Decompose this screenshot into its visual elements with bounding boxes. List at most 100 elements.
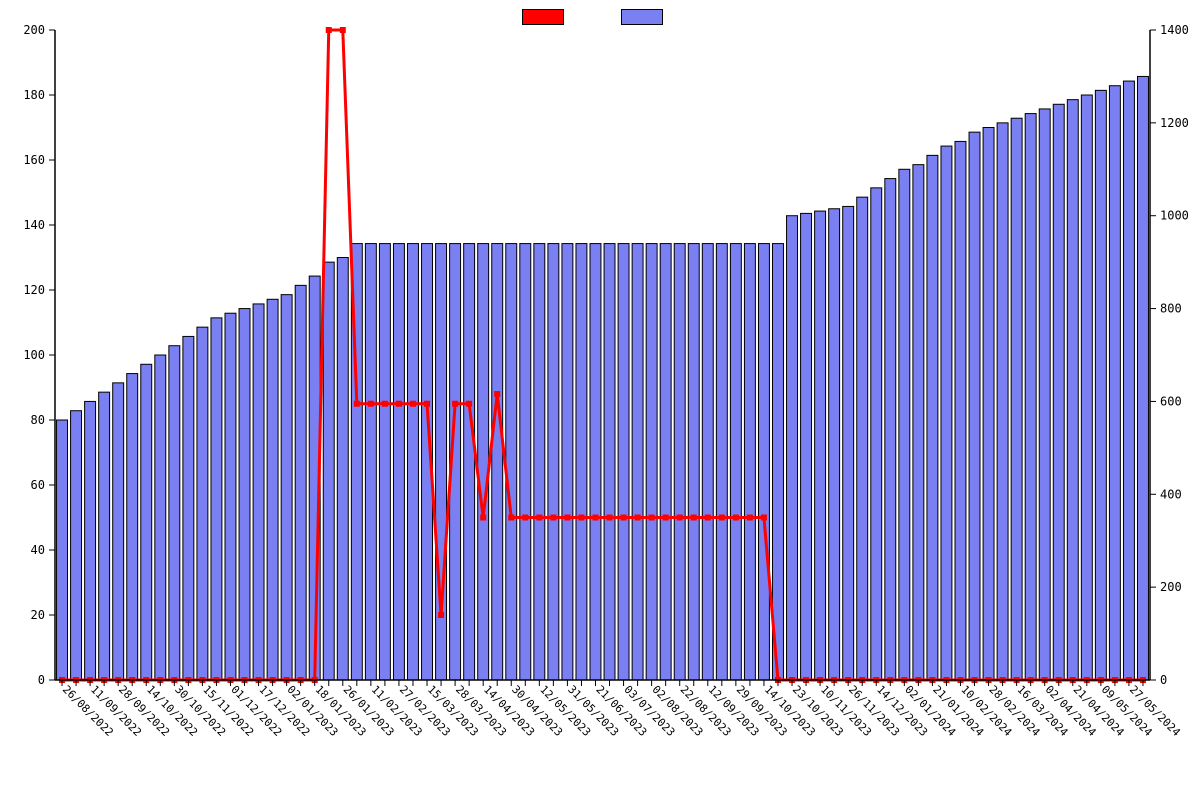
bar <box>618 244 629 680</box>
bar <box>197 327 208 680</box>
bar <box>927 155 938 680</box>
line-marker <box>635 515 641 521</box>
bar <box>688 244 699 680</box>
line-marker <box>508 515 514 521</box>
bar <box>267 299 278 680</box>
line-marker <box>761 515 767 521</box>
bar <box>730 244 741 680</box>
bar <box>773 244 784 680</box>
bar <box>787 216 798 680</box>
left-axis-tick-label: 40 <box>31 543 45 557</box>
bar <box>758 244 769 680</box>
bar <box>576 244 587 680</box>
bar <box>225 313 236 680</box>
legend-swatch-line <box>522 9 564 25</box>
legend-item-line <box>522 6 580 25</box>
left-axis-tick-label: 120 <box>23 283 45 297</box>
line-marker <box>621 515 627 521</box>
left-axis-tick-label: 20 <box>31 608 45 622</box>
bar <box>295 285 306 680</box>
line-marker <box>424 401 430 407</box>
bar <box>71 411 82 680</box>
bar <box>646 244 657 680</box>
line-marker <box>466 401 472 407</box>
left-axis-tick-label: 60 <box>31 478 45 492</box>
bar <box>913 165 924 680</box>
bar <box>829 209 840 680</box>
left-axis-tick-label: 160 <box>23 153 45 167</box>
bar <box>520 244 531 680</box>
bar <box>239 309 250 680</box>
legend-item-bar <box>621 6 679 25</box>
line-marker <box>438 612 444 618</box>
line-marker <box>607 515 613 521</box>
bar <box>183 336 194 680</box>
line-marker <box>564 515 570 521</box>
line-marker <box>382 401 388 407</box>
bar <box>632 244 643 680</box>
bar <box>1123 81 1134 680</box>
bar <box>590 244 601 680</box>
bar <box>365 244 376 680</box>
bar <box>955 141 966 680</box>
line-marker <box>550 515 556 521</box>
left-axis-tick-label: 0 <box>38 673 45 687</box>
bar <box>885 179 896 680</box>
bar <box>857 197 868 680</box>
right-axis-tick-label: 200 <box>1160 580 1182 594</box>
bar <box>548 244 559 680</box>
bar <box>801 213 812 680</box>
legend <box>0 6 1200 25</box>
bar <box>1081 95 1092 680</box>
bar <box>969 132 980 680</box>
line-marker <box>592 515 598 521</box>
line-marker <box>578 515 584 521</box>
bar <box>211 318 222 680</box>
bar <box>997 123 1008 680</box>
right-axis-tick-label: 1000 <box>1160 209 1189 223</box>
line-marker <box>649 515 655 521</box>
bar <box>871 188 882 680</box>
bar <box>815 211 826 680</box>
bar <box>379 244 390 680</box>
legend-swatch-bar <box>621 9 663 25</box>
bar <box>534 244 545 680</box>
bar <box>562 244 573 680</box>
bar <box>983 128 994 681</box>
bar <box>506 244 517 680</box>
bar <box>899 169 910 680</box>
line-marker <box>705 515 711 521</box>
left-axis-tick-label: 80 <box>31 413 45 427</box>
bar <box>604 244 615 680</box>
x-axis: 26/08/202211/09/202228/09/202214/10/2022… <box>60 680 1183 739</box>
bar <box>1025 114 1036 680</box>
line-marker <box>494 391 500 397</box>
line-marker <box>733 515 739 521</box>
bar <box>253 304 264 680</box>
bar <box>169 346 180 680</box>
left-axis-tick-label: 180 <box>23 88 45 102</box>
left-y-axis: 020406080100120140160180200 <box>23 23 55 687</box>
line-marker <box>396 401 402 407</box>
bar <box>702 244 713 680</box>
bar <box>99 392 110 680</box>
chart-svg: 020406080100120140160180200 020040060080… <box>0 0 1200 800</box>
line-marker <box>677 515 683 521</box>
right-axis-tick-label: 0 <box>1160 673 1167 687</box>
line-marker <box>410 401 416 407</box>
line-marker <box>747 515 753 521</box>
line-marker <box>663 515 669 521</box>
bar <box>1011 118 1022 680</box>
left-axis-tick-label: 200 <box>23 23 45 37</box>
line-marker <box>480 515 486 521</box>
right-axis-tick-label: 600 <box>1160 394 1182 408</box>
bar <box>660 244 671 680</box>
bar <box>716 244 727 680</box>
right-axis-tick-label: 400 <box>1160 487 1182 501</box>
bar <box>113 383 124 680</box>
bar <box>1138 76 1149 680</box>
line-marker <box>691 515 697 521</box>
bar <box>478 244 489 680</box>
bar <box>1067 100 1078 680</box>
bar <box>141 364 152 680</box>
